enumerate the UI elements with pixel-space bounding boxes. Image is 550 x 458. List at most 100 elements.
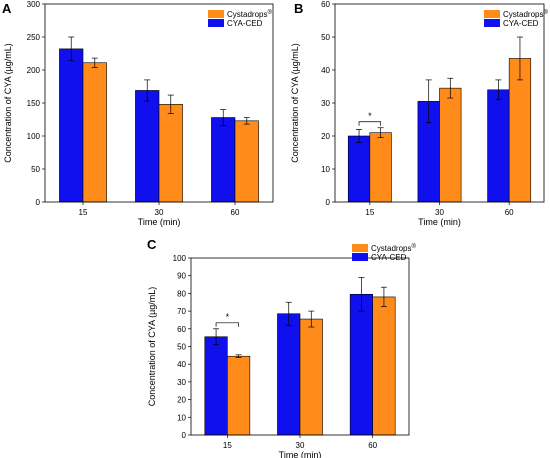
panel-c-y-tick-label: 90 <box>177 272 186 281</box>
panel-c-x-tick-label: 30 <box>296 441 305 450</box>
panel-b: B 0 10 20 30 40 50 60 15 30 60 Time (min) Concentra… <box>290 0 548 227</box>
panel-c-plot: 0 10 20 30 40 50 60 70 80 90 100 15 30 60 Time (min) Co… <box>147 243 416 458</box>
panel-b-bar-cya-ced-60 <box>487 89 510 203</box>
panel-b-y-tick-label: 20 <box>321 132 330 141</box>
panel-c-x-axis-title: Time (min) <box>279 450 322 458</box>
panel-c-y-tick-label: 80 <box>177 289 186 298</box>
panel-c-letter: C <box>147 237 157 252</box>
panel-b-y-tick-label: 40 <box>321 66 330 75</box>
panel-c-legend-label-cystadrops: Cystadrops® <box>371 243 416 253</box>
panel-b-y-tick-label: 50 <box>321 33 330 42</box>
panel-b-legend-label-cystadrops: Cystadrops® <box>503 9 548 19</box>
panel-b-legend-swatch-cystadrops <box>484 10 500 18</box>
panel-a-bar-cya-ced-30 <box>135 90 160 203</box>
panel-b-y-tick-label: 30 <box>321 99 330 108</box>
panel-c-error-bar-cystadrops-30 <box>308 310 315 328</box>
panel-b-y-tick-label: 60 <box>321 0 330 9</box>
panel-b-error-bar-cystadrops-30 <box>447 77 454 99</box>
panel-c-y-tick-label: 20 <box>177 396 186 405</box>
panel-c-y-tick-label: 70 <box>177 307 186 316</box>
panel-a-bar-cya-ced-60 <box>211 117 236 203</box>
panel-c-bar-cystadrops-30 <box>299 318 323 436</box>
panel-a-y-tick-label: 100 <box>27 132 41 141</box>
panel-c-bar-cya-ced-60 <box>349 293 373 436</box>
panel-b-x-tick-label: 60 <box>505 208 514 217</box>
panel-c-bar-cya-ced-30 <box>277 313 301 436</box>
panel-b-legend-registered-mark: ® <box>543 9 548 16</box>
panel-c-error-bar-cystadrops-15 <box>235 354 242 359</box>
panel-a-x-tick-label: 15 <box>79 208 88 217</box>
panel-c-y-axis-title: Concentration of CYA (µg/mL) <box>147 287 157 407</box>
panel-b-x-tick-label: 15 <box>365 208 374 217</box>
panel-a-y-axis-title: Concentration of CYA (µg/mL) <box>3 43 13 163</box>
panel-b-legend-label-cya-ced: CYA-CED <box>503 19 539 28</box>
panel-a-y-tick-label: 0 <box>36 198 41 207</box>
panel-a-bar-cystadrops-60 <box>234 120 259 203</box>
panel-c-bar-cya-ced-15 <box>204 336 228 436</box>
panel-b-y-tick-label: 0 <box>326 198 331 207</box>
panel-b-error-bar-cya-ced-60 <box>495 79 502 101</box>
panel-b-bar-cya-ced-15 <box>347 135 371 203</box>
panel-a-error-bar-cya-ced-30 <box>144 79 151 102</box>
panel-a-bar-cystadrops-15 <box>82 62 107 203</box>
panel-a-legend-swatch-cystadrops <box>208 10 224 18</box>
panel-b-y-axis-title: Concentration of CYA (µg/mL) <box>290 43 300 163</box>
panel-a-plot: 0 50 100 150 200 250 300 15 30 60 Time (min) Concen… <box>3 0 274 227</box>
panel-c-y-tick-label: 100 <box>173 254 187 263</box>
panel-c-error-bar-cya-ced-60 <box>358 277 365 312</box>
panel-b-x-axis-title: Time (min) <box>418 217 461 227</box>
panel-b-letter: B <box>294 1 303 16</box>
panel-b-y-tick-label: 10 <box>321 165 330 174</box>
panel-c-x-tick-label: 15 <box>223 441 232 450</box>
panel-c-y-tick-label: 40 <box>177 360 186 369</box>
panel-a-y-tick-label: 150 <box>27 99 41 108</box>
panel-a-legend-label-cya-ced: CYA-CED <box>227 19 263 28</box>
panel-a-legend-registered-mark: ® <box>267 9 272 16</box>
panel-c-y-tick-label: 50 <box>177 343 186 352</box>
panel-b-error-bar-cya-ced-15 <box>356 129 363 143</box>
panel-a-bar-cystadrops-30 <box>158 104 183 203</box>
panel-a-y-tick-label: 250 <box>27 33 41 42</box>
panel-a-bar-cya-ced-15 <box>59 48 84 203</box>
panel-c-bar-cystadrops-60 <box>372 296 396 436</box>
panel-a-letter: A <box>2 1 12 16</box>
panel-b-legend-swatch-cya-ced <box>484 19 500 27</box>
panel-a-x-axis-title: Time (min) <box>138 217 181 227</box>
panel-c-y-tick-label: 60 <box>177 325 186 334</box>
panel-a-x-tick-label: 60 <box>231 208 240 217</box>
panel-a-y-tick-label: 200 <box>27 66 41 75</box>
panel-c: C 0 10 20 30 40 50 60 70 80 90 100 15 30 60 Time (min)… <box>147 237 416 458</box>
panel-b-bar-cystadrops-15 <box>369 132 392 203</box>
panel-c-significance-star: * <box>226 312 230 322</box>
panel-a: A 0 50 100 150 200 250 300 15 30 60 Time (min) Conc… <box>2 0 274 227</box>
panel-b-significance-star: * <box>368 111 372 121</box>
panel-b-error-bar-cystadrops-60 <box>516 36 523 81</box>
panel-c-y-tick-label: 0 <box>182 431 187 440</box>
panel-c-legend-label-cya-ced: CYA-CED <box>371 253 407 262</box>
panel-b-plot: 0 10 20 30 40 50 60 15 30 60 Time (min) Concentrati… <box>290 0 548 227</box>
panel-a-y-tick-label: 300 <box>27 0 41 9</box>
panel-c-significance-bracket <box>215 322 239 327</box>
panel-a-legend-label-cystadrops: Cystadrops® <box>227 9 272 19</box>
panel-a-error-bar-cya-ced-60 <box>220 109 227 126</box>
panel-c-y-tick-label: 10 <box>177 413 186 422</box>
panel-c-legend-registered-mark: ® <box>411 243 416 250</box>
panel-c-legend-swatch-cya-ced <box>352 253 368 261</box>
panel-b-error-bar-cystadrops-15 <box>377 127 384 138</box>
panel-a-error-bar-cystadrops-15 <box>91 57 98 68</box>
panel-a-error-bar-cya-ced-15 <box>68 36 75 62</box>
panel-c-legend-swatch-cystadrops <box>352 244 368 252</box>
panel-c-error-bar-cystadrops-60 <box>380 286 387 308</box>
panel-c-error-bar-cya-ced-15 <box>213 328 220 346</box>
panel-a-y-tick-label: 50 <box>31 165 40 174</box>
panel-b-significance-bracket <box>358 121 381 126</box>
panel-a-error-bar-cystadrops-30 <box>167 94 174 114</box>
panel-c-y-tick-label: 30 <box>177 378 186 387</box>
panel-c-error-bar-cya-ced-30 <box>285 301 292 326</box>
panel-c-x-tick-label: 60 <box>368 441 377 450</box>
panel-a-x-tick-label: 30 <box>155 208 164 217</box>
panel-b-bar-cystadrops-30 <box>439 87 462 203</box>
panel-b-x-tick-label: 30 <box>435 208 444 217</box>
panel-b-error-bar-cya-ced-30 <box>425 79 432 124</box>
